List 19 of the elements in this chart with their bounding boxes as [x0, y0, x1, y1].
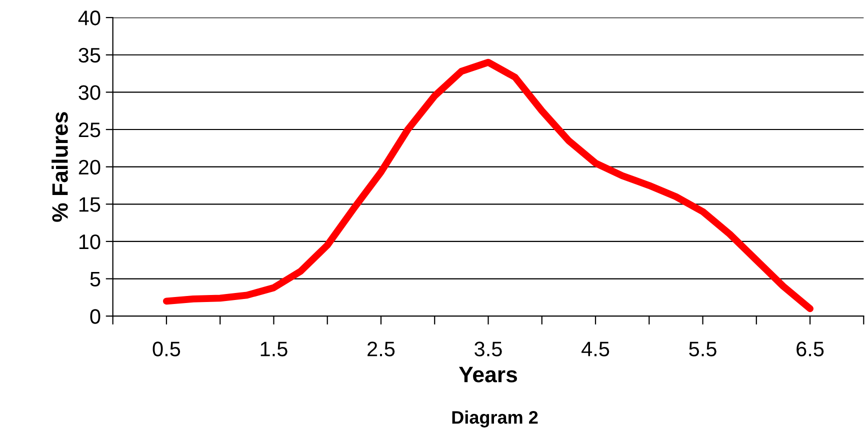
y-tick-label: 15: [79, 197, 100, 212]
y-axis-title: % Failures: [52, 112, 68, 222]
y-tick-label: 10: [79, 234, 100, 250]
y-tick-label: 5: [90, 272, 100, 287]
x-tick-label: 2.5: [368, 342, 395, 356]
y-tick-label: 25: [78, 122, 100, 138]
text: Diagram 2: [452, 410, 538, 428]
x-tick-label: 4.5: [582, 342, 610, 356]
x-axis-title: Years: [458, 366, 517, 382]
y-tick-label: 20: [78, 160, 100, 175]
x-tick-label: 0.5: [152, 342, 180, 356]
x-tick-label: 3.5: [474, 342, 502, 356]
x-tick-label: 5.5: [689, 342, 716, 356]
x-tick-label: 1.5: [260, 342, 288, 356]
y-tick-label: 40: [78, 10, 100, 26]
y-tick-label: 35: [78, 48, 100, 63]
y-tick-label: 30: [78, 85, 100, 100]
x-tick-label: 6.5: [796, 342, 824, 356]
y-tick-label: 0: [90, 309, 100, 324]
